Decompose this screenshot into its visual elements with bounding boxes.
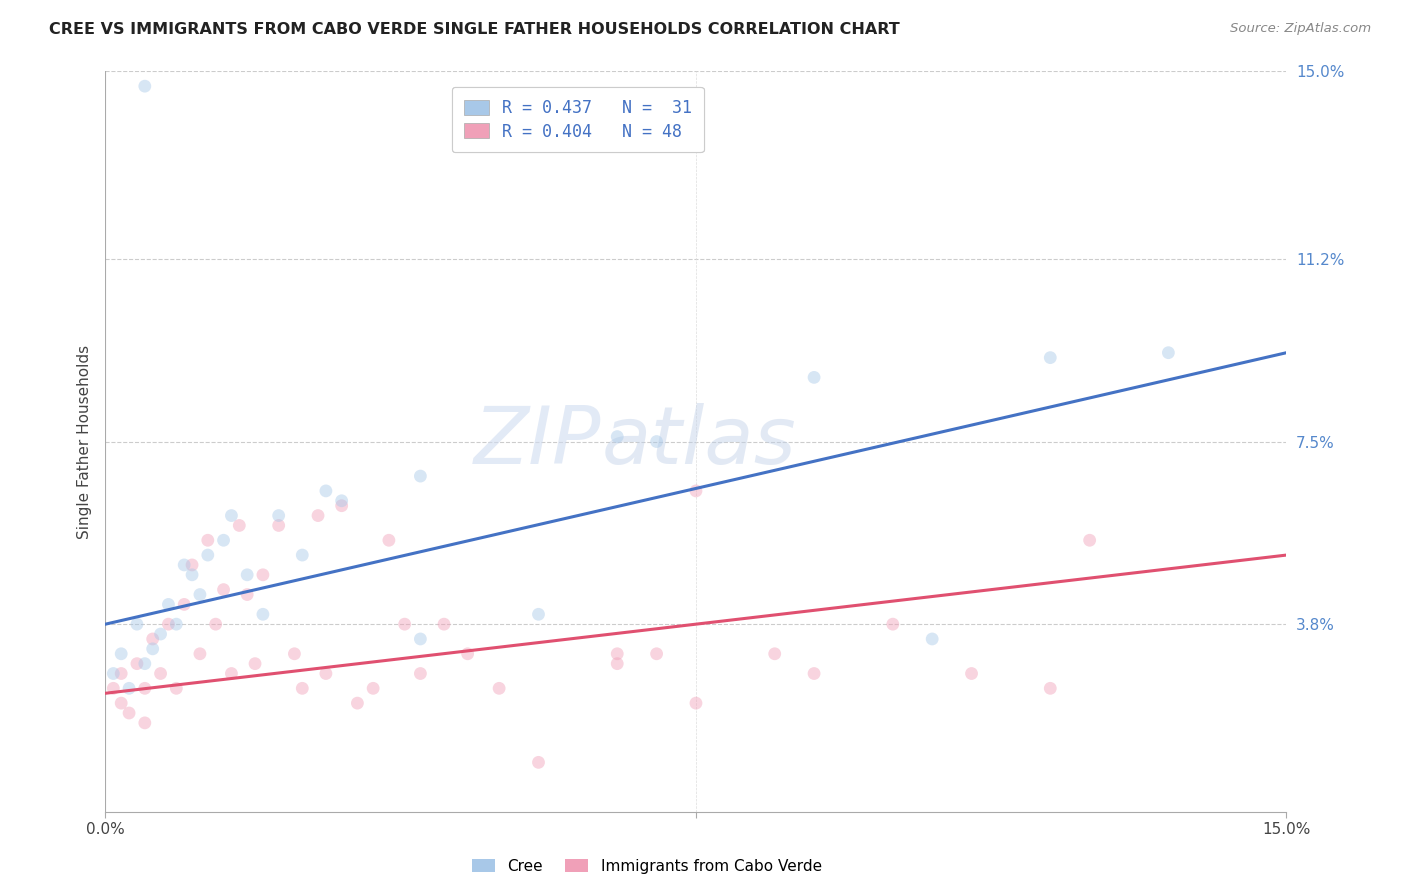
Point <box>181 558 204 572</box>
Point <box>645 647 668 661</box>
Point <box>157 598 180 612</box>
Point <box>252 567 274 582</box>
Point <box>685 696 707 710</box>
Point <box>212 582 235 597</box>
Point <box>457 647 479 661</box>
Point <box>267 518 290 533</box>
Point <box>134 657 156 671</box>
Legend: Cree, Immigrants from Cabo Verde: Cree, Immigrants from Cabo Verde <box>465 853 828 880</box>
Point <box>409 632 432 646</box>
Point <box>527 756 550 770</box>
Point <box>1078 533 1101 548</box>
Point <box>527 607 550 622</box>
Point <box>181 567 204 582</box>
Point <box>606 429 628 443</box>
Point <box>409 469 432 483</box>
Point <box>315 666 337 681</box>
Point <box>1039 351 1062 365</box>
Point <box>606 657 628 671</box>
Point <box>409 666 432 681</box>
Point <box>221 508 243 523</box>
Text: atlas: atlas <box>602 402 796 481</box>
Point <box>236 588 259 602</box>
Point <box>267 508 290 523</box>
Point <box>134 715 156 730</box>
Point <box>1157 345 1180 359</box>
Legend: R = 0.437   N =  31, R = 0.404   N = 48: R = 0.437 N = 31, R = 0.404 N = 48 <box>453 87 703 153</box>
Point <box>188 588 211 602</box>
Point <box>110 647 132 661</box>
Text: CREE VS IMMIGRANTS FROM CABO VERDE SINGLE FATHER HOUSEHOLDS CORRELATION CHART: CREE VS IMMIGRANTS FROM CABO VERDE SINGL… <box>49 22 900 37</box>
Point <box>103 681 125 696</box>
Point <box>882 617 904 632</box>
Point <box>134 681 156 696</box>
Point <box>307 508 329 523</box>
Point <box>803 370 825 384</box>
Point <box>283 647 305 661</box>
Point <box>488 681 510 696</box>
Point <box>243 657 266 671</box>
Point <box>125 657 148 671</box>
Point <box>763 647 786 661</box>
Point <box>103 666 125 681</box>
Point <box>142 641 165 656</box>
Point <box>803 666 825 681</box>
Point <box>378 533 401 548</box>
Point <box>212 533 235 548</box>
Point <box>118 706 141 720</box>
Point <box>361 681 384 696</box>
Point <box>125 617 148 632</box>
Point <box>149 627 172 641</box>
Point <box>291 548 314 562</box>
Point <box>685 483 707 498</box>
Point <box>173 598 195 612</box>
Point <box>291 681 314 696</box>
Point <box>118 681 141 696</box>
Point <box>165 617 187 632</box>
Point <box>394 617 416 632</box>
Point <box>1039 681 1062 696</box>
Point <box>606 647 628 661</box>
Point <box>110 696 132 710</box>
Point <box>142 632 165 646</box>
Point <box>204 617 226 632</box>
Point <box>921 632 943 646</box>
Text: ZIP: ZIP <box>474 402 602 481</box>
Point <box>330 499 353 513</box>
Point <box>330 493 353 508</box>
Point <box>188 647 211 661</box>
Point <box>433 617 456 632</box>
Point <box>197 533 219 548</box>
Point <box>173 558 195 572</box>
Y-axis label: Single Father Households: Single Father Households <box>76 344 91 539</box>
Point <box>236 567 259 582</box>
Point <box>645 434 668 449</box>
Point <box>315 483 337 498</box>
Point <box>149 666 172 681</box>
Point <box>110 666 132 681</box>
Point <box>197 548 219 562</box>
Point <box>346 696 368 710</box>
Point <box>252 607 274 622</box>
Point <box>228 518 250 533</box>
Point <box>221 666 243 681</box>
Point <box>157 617 180 632</box>
Point <box>134 79 156 94</box>
Point <box>165 681 187 696</box>
Point <box>960 666 983 681</box>
Text: Source: ZipAtlas.com: Source: ZipAtlas.com <box>1230 22 1371 36</box>
